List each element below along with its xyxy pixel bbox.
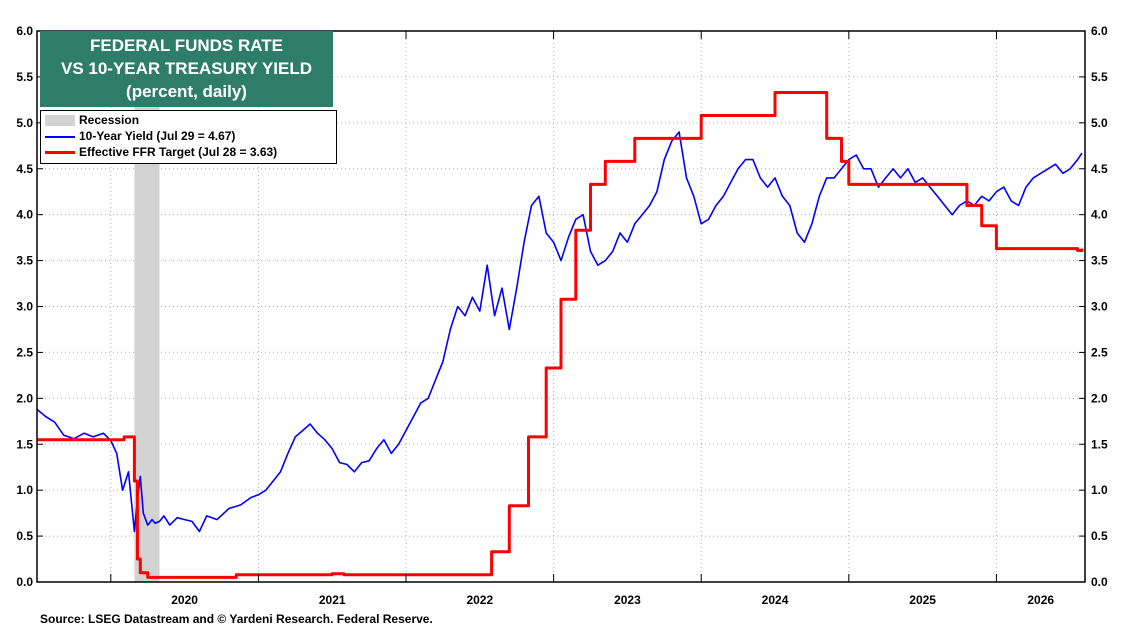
x-tick-label: 2020: [171, 593, 198, 607]
y-tick-label-left: 3.5: [16, 254, 33, 268]
y-tick-label-right: 1.5: [1091, 437, 1108, 451]
y-tick-label-right: 6.0: [1091, 24, 1108, 38]
y-tick-label-right: 3.5: [1091, 254, 1108, 268]
y-tick-label-right: 0.5: [1091, 529, 1108, 543]
y-tick-label-left: 3.0: [16, 300, 33, 314]
ffr-swatch: [45, 151, 75, 155]
y-tick-label-left: 4.5: [16, 162, 33, 176]
y-tick-label-right: 2.5: [1091, 345, 1108, 359]
y-tick-label-left: 2.5: [16, 345, 33, 359]
y-tick-label-left: 6.0: [16, 24, 33, 38]
y-tick-label-right: 3.0: [1091, 300, 1108, 314]
y-tick-label-right: 0.0: [1091, 575, 1108, 589]
y-tick-label-left: 5.5: [16, 70, 33, 84]
recession-swatch: [45, 115, 75, 127]
series: [36, 91, 1084, 579]
axes: 0.0 0.0 0.5 0.5 1.0 1.0 1.5 1.5 2.0 2.0 2.5 2.5 3.0 3…: [16, 24, 1108, 607]
y-tick-label-right: 1.0: [1091, 483, 1108, 497]
y-tick-label-left: 1.0: [16, 483, 33, 497]
chart-subtitle: (percent, daily): [126, 82, 247, 101]
yield-swatch: [45, 135, 75, 138]
y-tick-label-left: 2.0: [16, 391, 33, 405]
x-tick-label: 2021: [319, 593, 346, 607]
x-tick-label: 2026: [1027, 593, 1054, 607]
legend-label-ffr: Effective FFR Target (Jul 28 = 3.63): [79, 145, 278, 159]
x-tick-label: 2025: [909, 593, 936, 607]
y-tick-label-left: 5.0: [16, 116, 33, 130]
y-tick-label-right: 5.0: [1091, 116, 1108, 130]
x-tick-label: 2023: [614, 593, 641, 607]
yield-line: [36, 131, 1083, 533]
legend-label-recession: Recession: [79, 113, 140, 127]
y-tick-label-right: 5.5: [1091, 70, 1108, 84]
y-tick-label-left: 0.5: [16, 529, 33, 543]
y-tick-label-right: 4.0: [1091, 208, 1108, 222]
x-tick-label: 2024: [762, 593, 789, 607]
source-note: Source: LSEG Datastream and © Yardeni Re…: [40, 612, 433, 626]
y-tick-label-left: 1.5: [16, 437, 33, 451]
y-tick-label-left: 0.0: [16, 575, 33, 589]
x-tick-label: 2022: [466, 593, 493, 607]
y-tick-label-right: 4.5: [1091, 162, 1108, 176]
legend-item-ffr: Effective FFR Target (Jul 28 = 3.63): [45, 144, 277, 161]
y-tick-label-right: 2.0: [1091, 391, 1108, 405]
legend-item-recession: Recession: [45, 112, 139, 129]
legend-label-yield: 10-Year Yield (Jul 29 = 4.67): [79, 129, 236, 143]
legend: Recession 10-Year Yield (Jul 29 = 4.67) …: [40, 110, 337, 164]
ffr-line: [37, 91, 1084, 579]
chart-title-line2: VS 10-YEAR TREASURY YIELD: [61, 59, 312, 78]
chart-title-box: FEDERAL FUNDS RATE VS 10-YEAR TREASURY Y…: [40, 31, 333, 107]
y-tick-label-left: 4.0: [16, 208, 33, 222]
legend-item-yield: 10-Year Yield (Jul 29 = 4.67): [45, 128, 235, 145]
chart-title: FEDERAL FUNDS RATE: [90, 36, 283, 55]
